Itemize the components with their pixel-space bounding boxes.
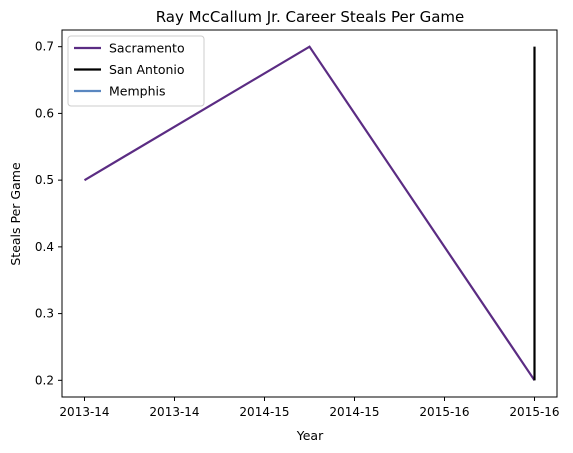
y-tick-label: 0.2 [35, 373, 54, 387]
legend-box [67, 35, 205, 107]
chart-title: Ray McCallum Jr. Career Steals Per Game [156, 8, 465, 26]
y-axis-label: Steals Per Game [8, 162, 23, 266]
y-tick-label: 0.4 [35, 240, 54, 254]
y-tick-label: 0.7 [35, 40, 54, 54]
x-tick-label: 2014-15 [329, 405, 379, 419]
legend-label-san-antonio: San Antonio [109, 62, 185, 77]
legend-label-sacramento: Sacramento [109, 41, 185, 56]
x-axis-label: Year [296, 428, 324, 443]
x-tick-label: 2015-16 [419, 405, 469, 419]
y-tick-label: 0.6 [35, 106, 54, 120]
x-tick-label: 2013-14 [59, 405, 109, 419]
plot-area: 0.2 0.3 0.4 0.5 0.6 0.7 2013-14 2013-14 2014-15 2… [35, 29, 560, 419]
series-line-sacramento [83, 45, 536, 381]
x-tick-label: 2013-14 [149, 405, 199, 419]
x-tick-label: 2015-16 [509, 405, 559, 419]
x-tick-label: 2014-15 [239, 405, 289, 419]
legend: Sacramento San Antonio Memphis [67, 35, 205, 107]
legend-label-memphis: Memphis [109, 84, 166, 99]
y-tick-label: 0.3 [35, 307, 54, 321]
y-tick-label: 0.5 [35, 173, 54, 187]
axes-frame [61, 29, 558, 398]
